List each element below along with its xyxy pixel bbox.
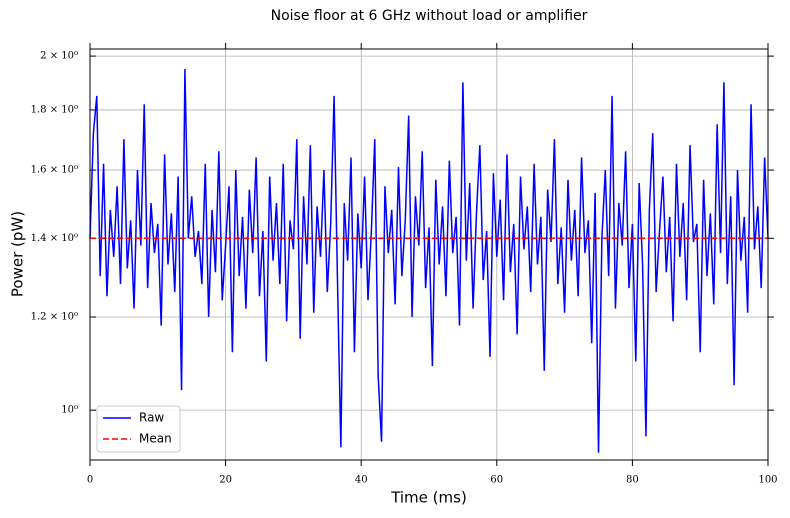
x-tick-label: 40 <box>355 475 368 486</box>
legend-label: Raw <box>139 411 164 425</box>
x-tick-label: 0 <box>87 475 93 486</box>
x-tick-label: 80 <box>626 475 639 486</box>
legend-label: Mean <box>139 432 172 446</box>
x-tick-label: 20 <box>219 475 232 486</box>
x-tick-label: 60 <box>490 475 503 486</box>
x-axis-label: Time (ms) <box>390 489 467 507</box>
y-tick-label: 2 × 10⁰ <box>40 51 78 62</box>
plot-frame <box>89 48 769 461</box>
y-axis-label: Power (pW) <box>9 211 27 297</box>
chart-title: Noise floor at 6 GHz without load or amp… <box>271 8 588 24</box>
y-tick-label: 1.8 × 10⁰ <box>31 104 78 115</box>
y-tick-label: 1.4 × 10⁰ <box>31 233 78 244</box>
x-tick-label: 100 <box>758 475 777 486</box>
series-line <box>89 69 769 453</box>
y-tick-label: 10⁰ <box>61 405 78 416</box>
y-tick-label: 1.2 × 10⁰ <box>31 312 78 323</box>
y-tick-label: 1.6 × 10⁰ <box>31 165 78 176</box>
